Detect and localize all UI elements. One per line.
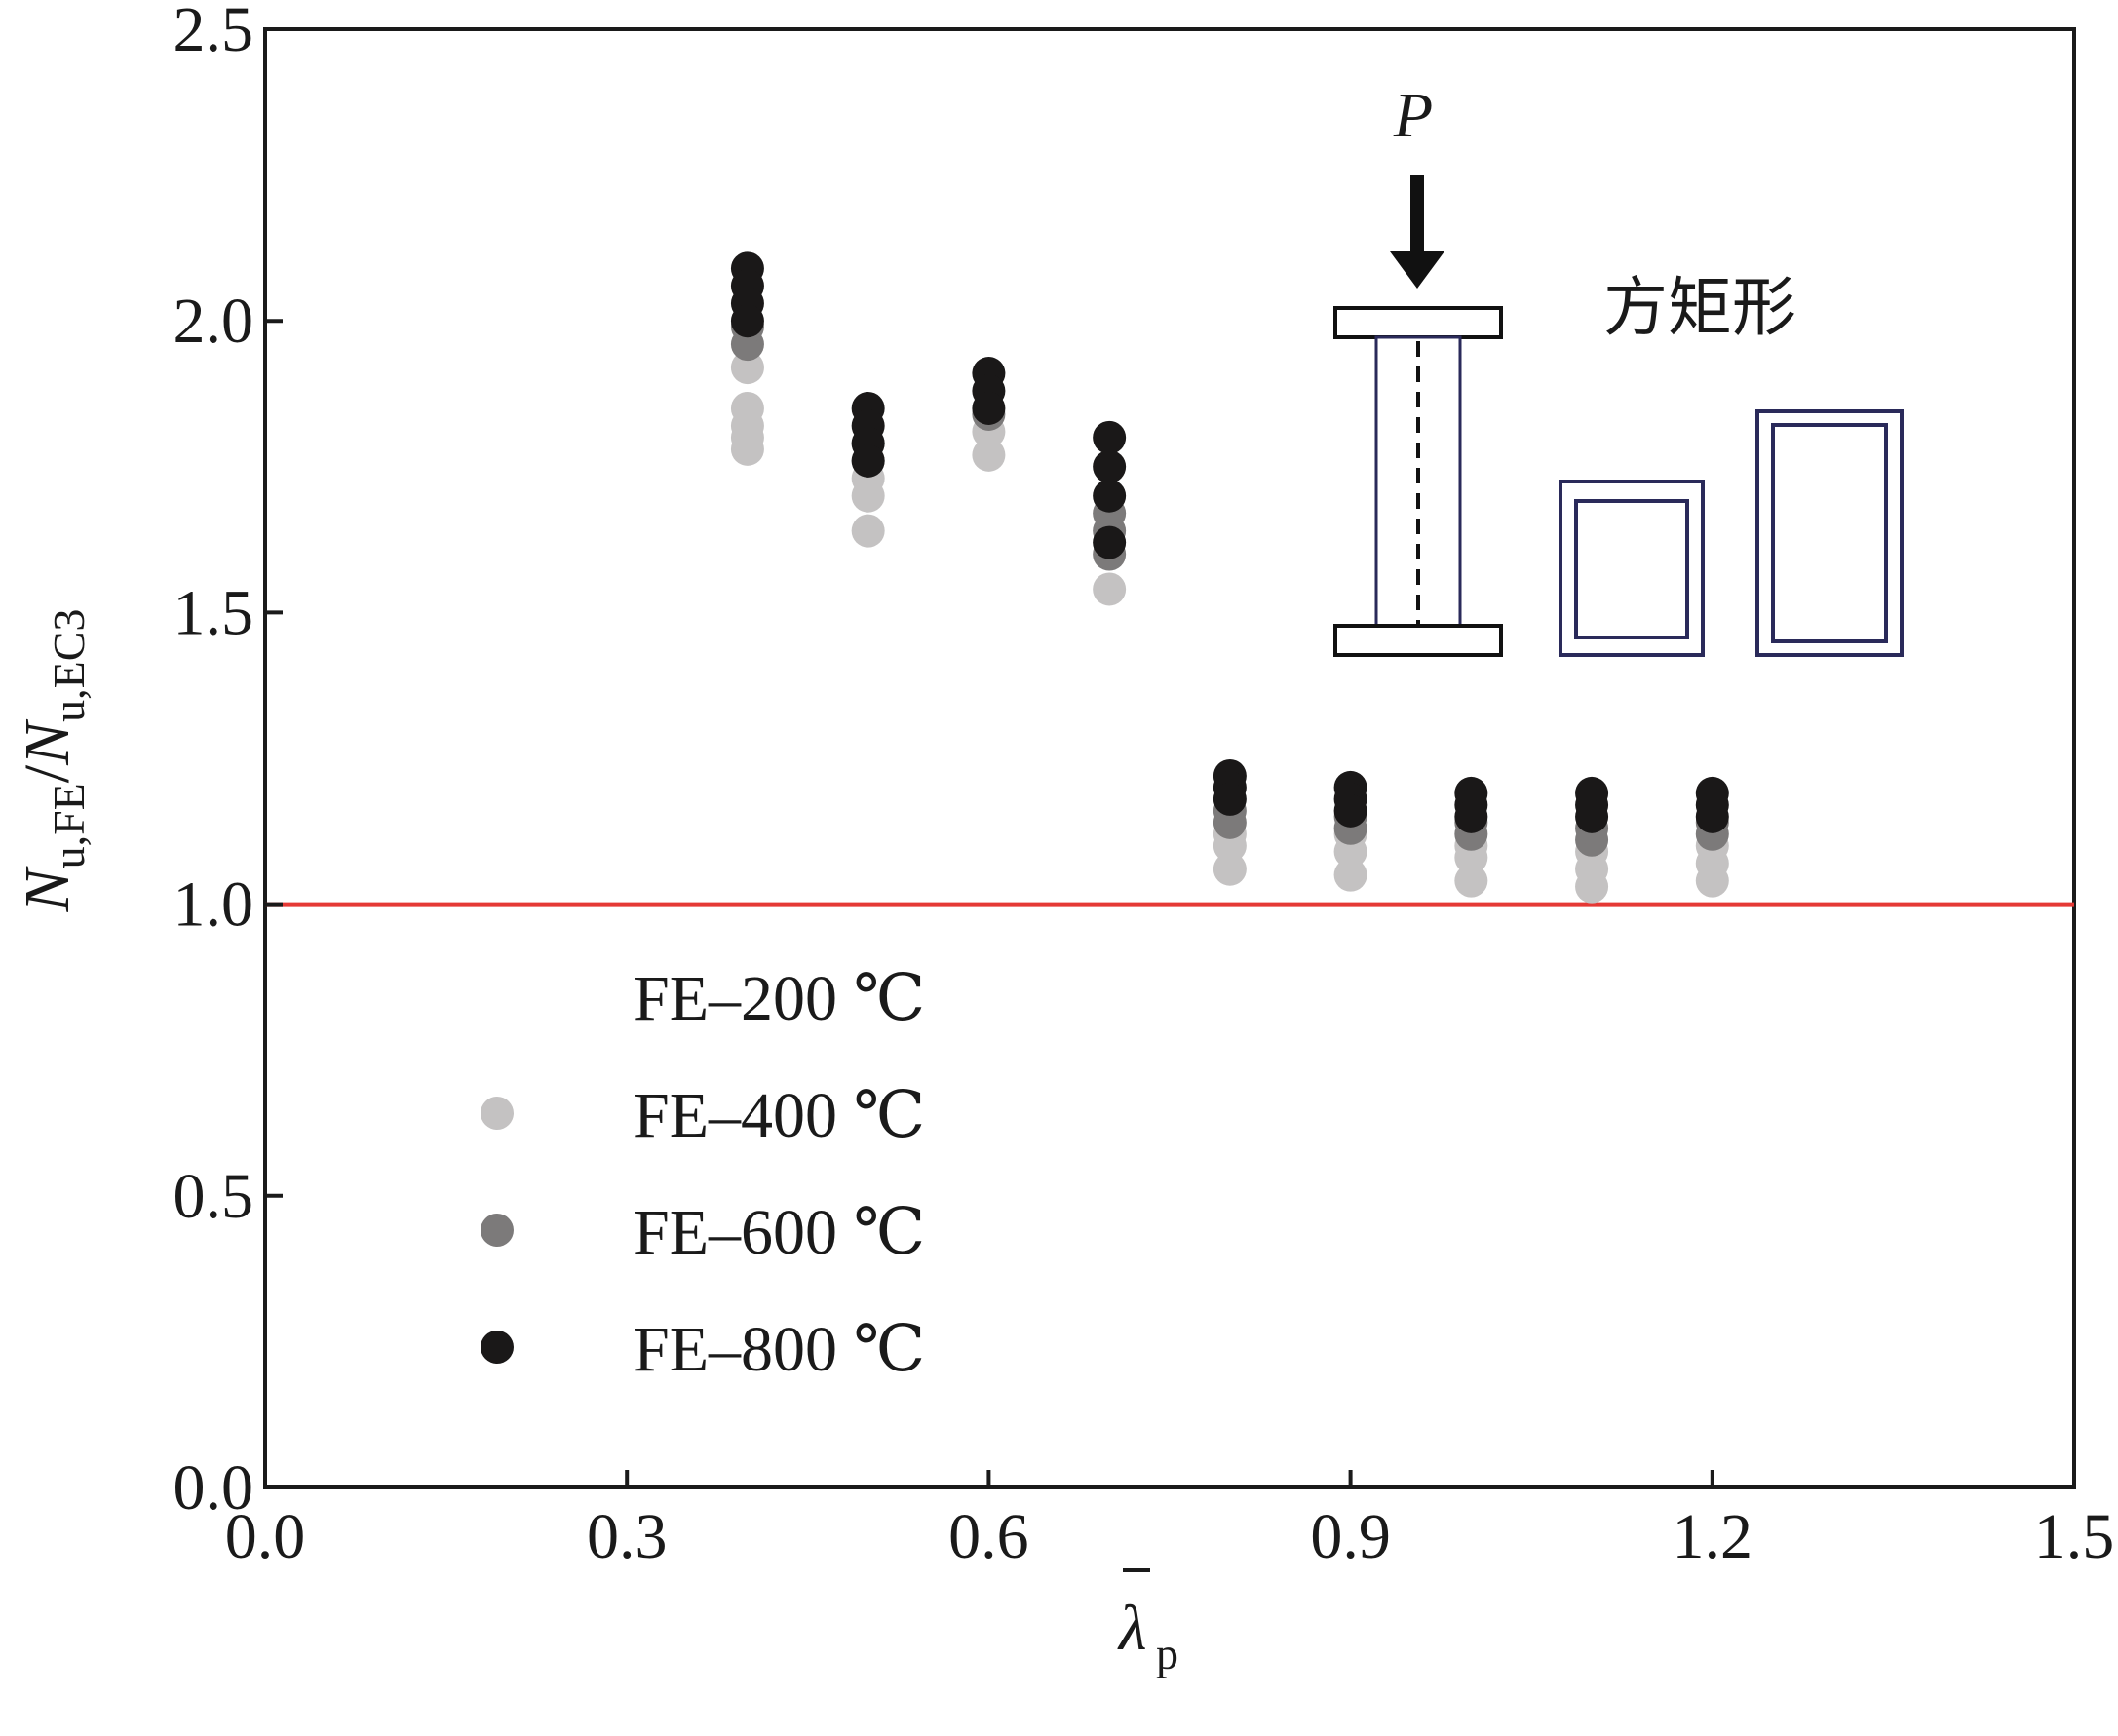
data-point-series-2: [1333, 858, 1367, 892]
data-point-series-4: [1213, 782, 1247, 816]
data-point-series-4: [730, 304, 764, 338]
rectangular-hollow-section-icon: [1755, 409, 1904, 657]
data-point-series-2: [730, 391, 764, 425]
x-axis-title-sub: p: [1156, 1629, 1178, 1678]
x-axis-title-main: λ: [1117, 1593, 1147, 1664]
data-point-series-4: [1454, 799, 1488, 833]
y-tick-label: 2.5: [173, 0, 254, 65]
data-point-series-4: [1575, 799, 1609, 833]
data-point-series-2: [972, 438, 1006, 472]
data-point-series-2: [730, 351, 764, 385]
x-tick-label: 0.0: [225, 1501, 306, 1572]
legend-marker: [481, 1214, 514, 1247]
load-label: P: [1393, 80, 1433, 151]
legend-marker: [481, 1331, 514, 1364]
column-with-load-icon: [1333, 306, 1503, 657]
data-point-series-2: [851, 514, 885, 548]
y-axis-ticks: 0.0 0.5 1.0 1.5 2.0 2.5: [173, 0, 283, 1524]
data-points: [730, 251, 1729, 904]
x-axis-title: λ p: [1117, 1568, 1178, 1678]
data-point-series-4: [1695, 799, 1729, 833]
section-type-label: 方矩形: [1603, 270, 1796, 345]
data-point-series-4: [972, 391, 1006, 425]
y-tick-label: 1.5: [173, 577, 254, 648]
legend-marker: [481, 1097, 514, 1130]
legend-label: FE–800 ℃: [634, 1314, 925, 1385]
data-point-series-4: [851, 444, 885, 478]
x-tick-label: 1.5: [2034, 1501, 2115, 1572]
data-point-series-2: [1093, 572, 1127, 606]
legend-label: FE–600 ℃: [634, 1197, 925, 1268]
x-tick-label: 0.6: [948, 1501, 1029, 1572]
y-axis-title-s1: u,FE: [44, 783, 94, 868]
y-tick-label: 0.0: [173, 1452, 254, 1524]
inset-illustration: P 方矩形: [1333, 80, 1904, 657]
legend-marker: [481, 980, 514, 1013]
y-tick-label: 2.0: [173, 286, 254, 357]
y-tick-label: 1.0: [173, 869, 254, 941]
data-point-series-2: [1454, 864, 1488, 898]
data-point-series-4: [1093, 479, 1127, 513]
svg-text:Nu,FE/Nu,EC3: Nu,FE/Nu,EC3: [12, 609, 94, 913]
plot-frame: [263, 27, 2076, 1489]
data-point-series-4: [1333, 793, 1367, 828]
y-axis-title-n2: N: [12, 718, 83, 766]
x-tick-label: 0.3: [587, 1501, 668, 1572]
legend: FE–200 ℃ FE–400 ℃ FE–600 ℃ FE–800 ℃: [481, 963, 925, 1385]
y-axis-title: Nu,FE/Nu,EC3: [12, 609, 94, 913]
x-tick-label: 1.2: [1673, 1501, 1753, 1572]
load-arrow-icon: [1390, 175, 1444, 289]
legend-label: FE–400 ℃: [634, 1080, 925, 1151]
data-point-series-4: [1093, 449, 1127, 483]
y-tick-label: 0.5: [173, 1161, 254, 1232]
data-point-series-4: [1093, 420, 1127, 454]
data-point-series-2: [1213, 852, 1247, 886]
x-axis-ticks: 0.0 0.3 0.6 0.9 1.2 1.5: [225, 1470, 2115, 1572]
y-axis-title-slash: /: [12, 764, 83, 783]
x-tick-label: 0.9: [1310, 1501, 1391, 1572]
y-axis-title-s2: u,EC3: [44, 609, 94, 722]
y-axis-title-n1: N: [12, 865, 83, 912]
legend-label: FE–200 ℃: [634, 963, 925, 1034]
square-hollow-section-icon: [1559, 480, 1705, 657]
data-point-series-4: [1093, 525, 1127, 559]
